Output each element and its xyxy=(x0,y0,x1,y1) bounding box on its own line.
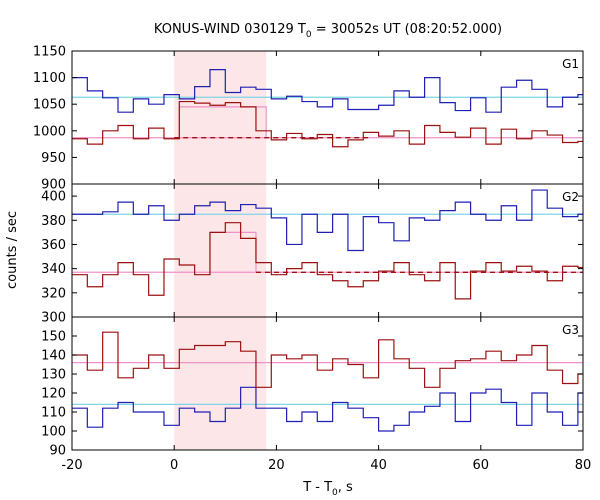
panel-frame xyxy=(71,183,584,318)
panel-label-g1: G1 xyxy=(562,57,579,71)
x-tick-label: 0 xyxy=(170,458,178,473)
panel-label-g2: G2 xyxy=(562,190,579,204)
panels-group: 9009501000105011001150G13003203403603804… xyxy=(33,45,591,474)
y-tick-label: 340 xyxy=(41,262,66,277)
highlight-interval xyxy=(174,51,267,450)
x-tick-label: 80 xyxy=(575,458,592,473)
panel-frame xyxy=(71,316,584,451)
series-g3-blue xyxy=(72,386,583,432)
panel-frame xyxy=(71,50,584,185)
series-g2-blue xyxy=(72,189,583,252)
series-g1-blue xyxy=(72,69,583,113)
y-tick-label: 1000 xyxy=(33,124,66,139)
panel-g2: 300 320 340 360 380 400 G2 xyxy=(41,183,584,326)
y-tick-label: 400 xyxy=(41,190,66,205)
y-tick-label: 360 xyxy=(41,238,66,253)
y-tick-label: 110 xyxy=(41,406,66,421)
chart-title: KONUS-WIND 030129 T0 = 30052s UT (08:20:… xyxy=(154,22,502,40)
y-tick-label: 380 xyxy=(41,214,66,229)
x-tick-label: 20 xyxy=(268,458,285,473)
series-g2-red xyxy=(72,222,583,300)
y-axis-label: counts / sec xyxy=(5,211,20,289)
y-tick-label: 900 xyxy=(41,178,66,193)
series-g3-red xyxy=(72,331,583,388)
x-tick-label: 60 xyxy=(473,458,490,473)
y-tick-label: 1100 xyxy=(33,71,66,86)
panel-g3: 90 100 110 120 130 140 150 G3 xyxy=(41,316,584,459)
panel-g1: 900 950 1000 1050 1100 1150 G1 xyxy=(33,45,584,193)
series-g1-red xyxy=(72,100,583,148)
x-tick-label: 40 xyxy=(370,458,387,473)
y-tick-label: 120 xyxy=(41,387,66,402)
y-tick-label: 300 xyxy=(41,311,66,326)
y-tick-label: 150 xyxy=(41,330,66,345)
x-tick-label: -20 xyxy=(61,458,82,473)
y-tick-label: 130 xyxy=(41,368,66,383)
y-tick-label: 320 xyxy=(41,286,66,301)
panel-label-g3: G3 xyxy=(562,323,579,337)
y-tick-label: 140 xyxy=(41,349,66,364)
y-tick-label: 950 xyxy=(41,151,66,166)
x-axis-label: T - T0, s xyxy=(302,480,353,498)
y-tick-label: 100 xyxy=(41,425,66,440)
y-tick-label: 1050 xyxy=(33,98,66,113)
y-tick-label: 90 xyxy=(49,444,66,459)
y-tick-label: 1150 xyxy=(33,45,66,60)
